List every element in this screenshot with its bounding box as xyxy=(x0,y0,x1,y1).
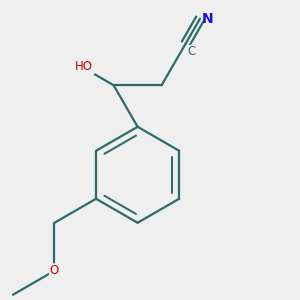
Text: C: C xyxy=(187,45,195,58)
Text: N: N xyxy=(202,12,213,26)
Text: O: O xyxy=(50,264,59,277)
Text: HO: HO xyxy=(75,60,93,73)
